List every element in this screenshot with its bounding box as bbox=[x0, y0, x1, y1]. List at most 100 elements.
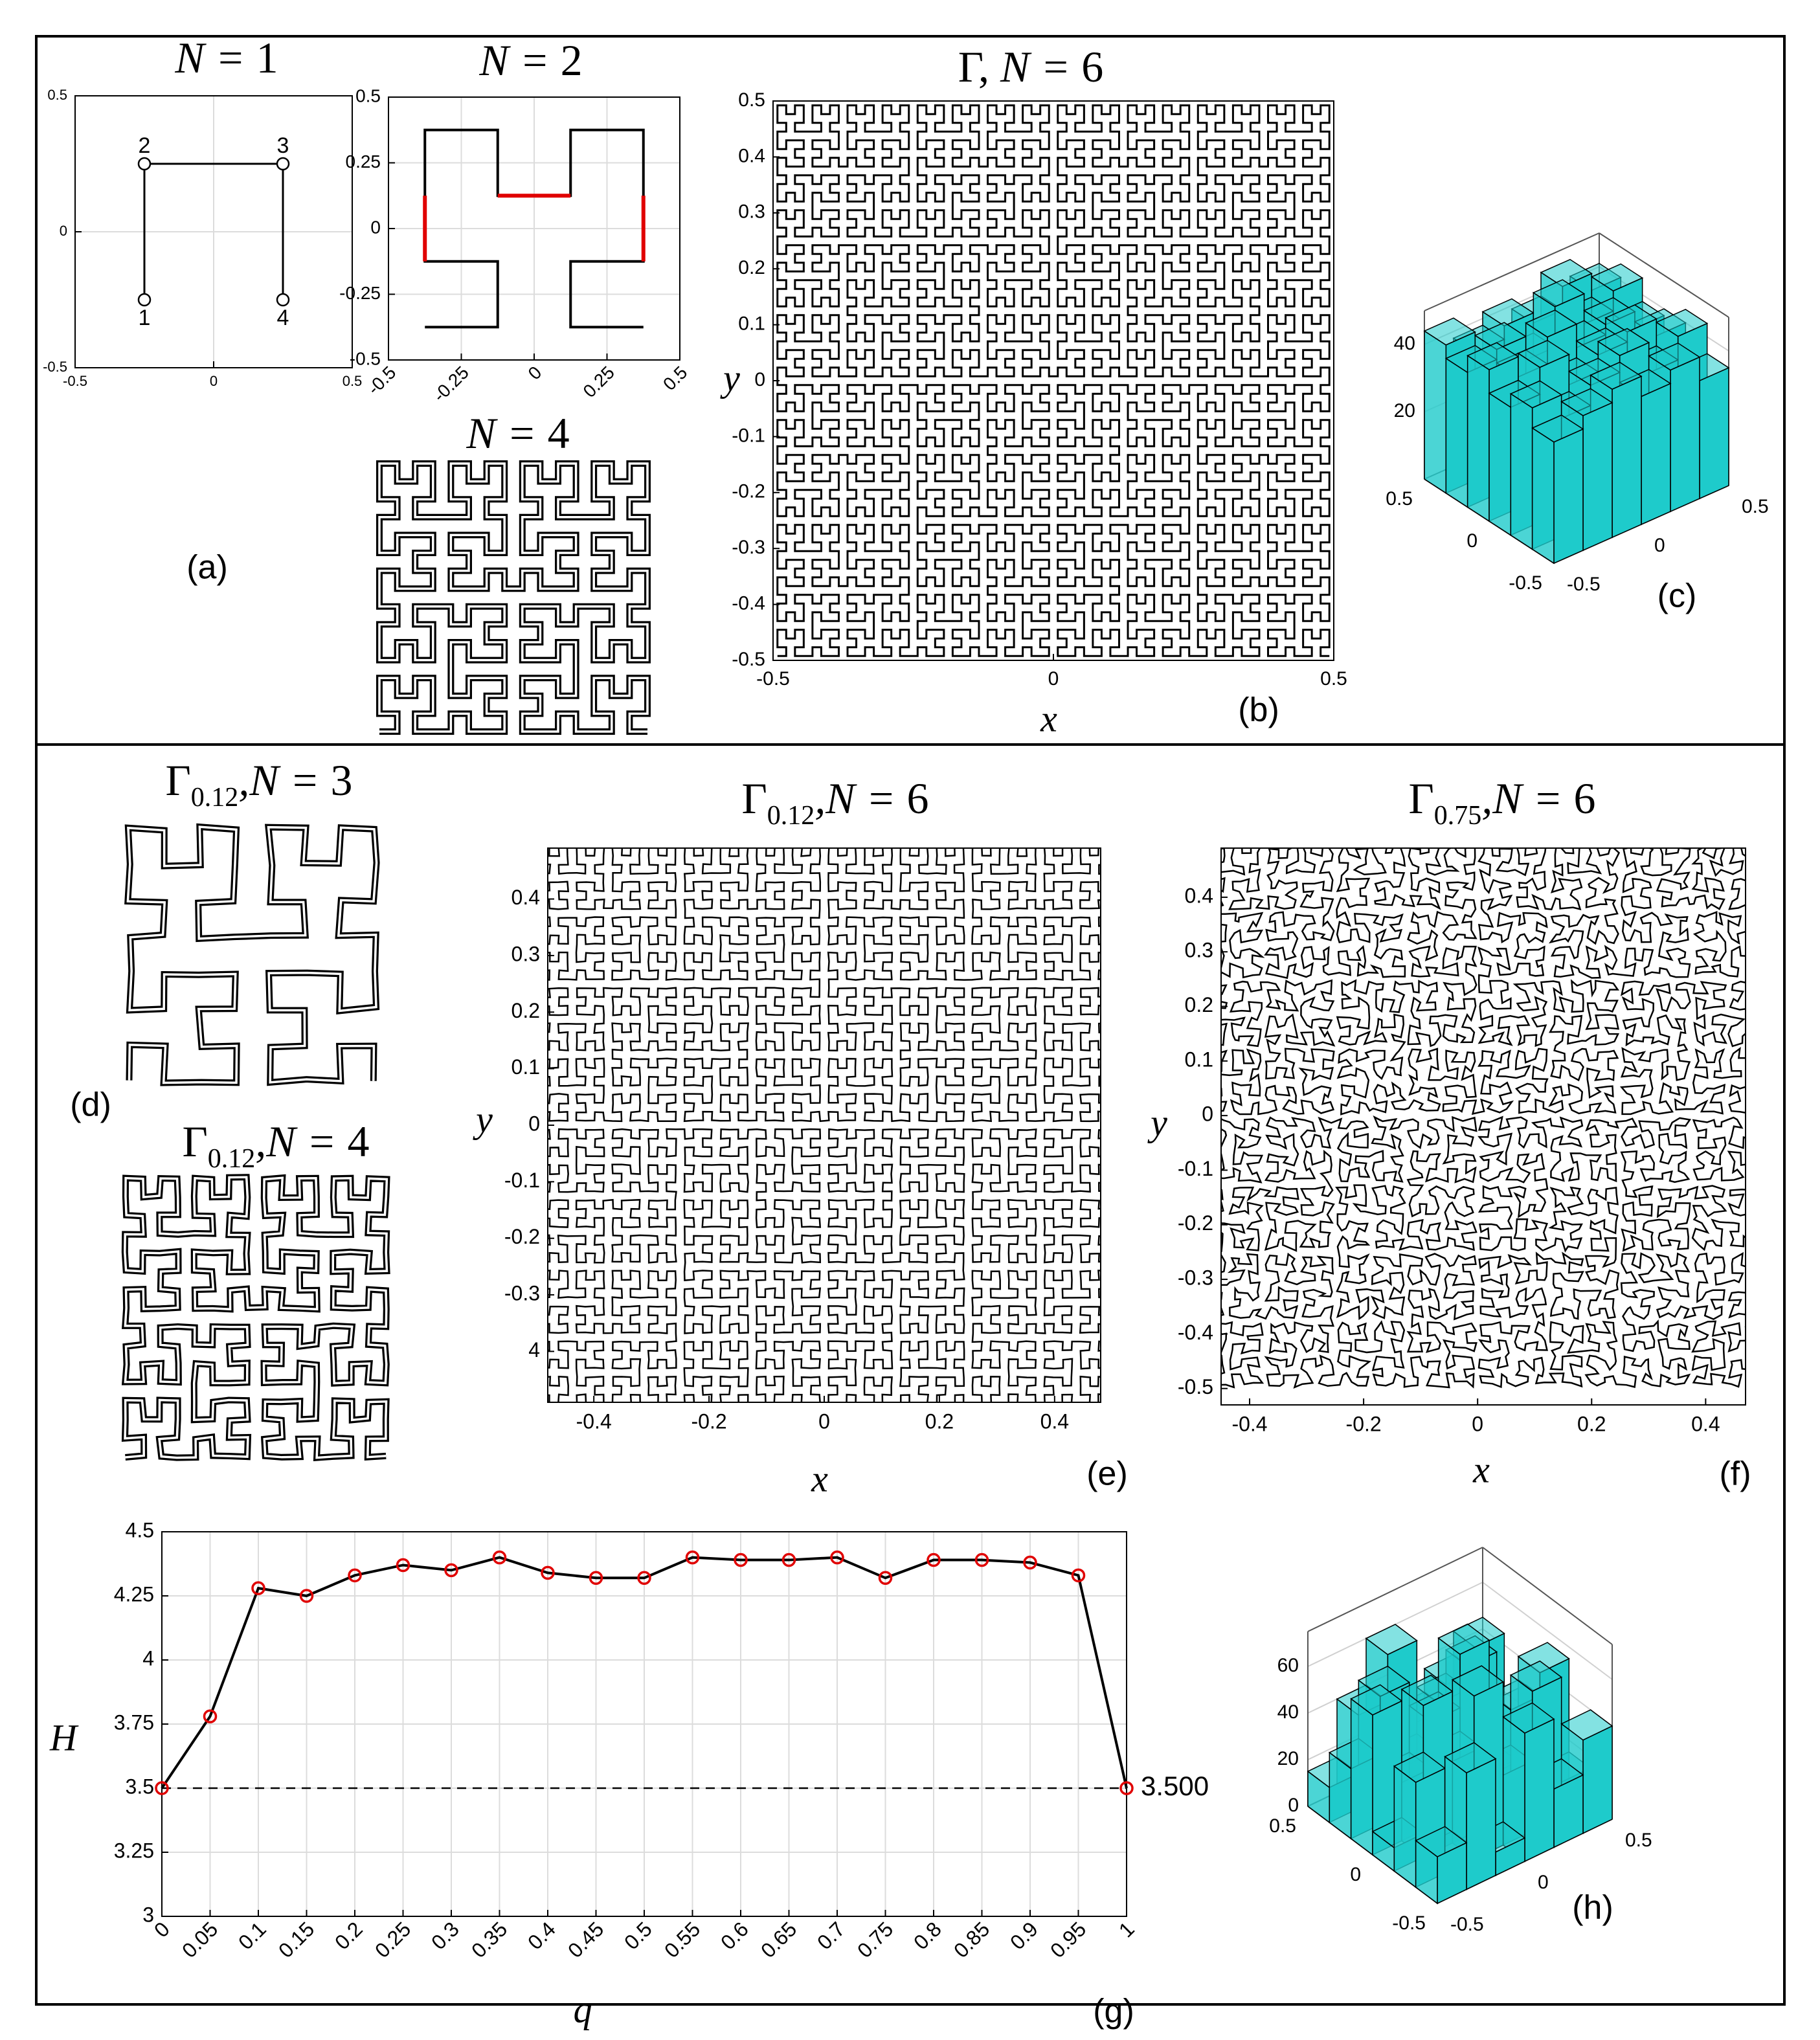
panel-title: Γ, N = 6 bbox=[958, 42, 1103, 91]
x-tick-label: 0.65 bbox=[756, 1917, 801, 1962]
title-order: 1 bbox=[256, 33, 278, 82]
x-axis-label: x bbox=[1040, 697, 1057, 739]
bar-side bbox=[1510, 392, 1533, 550]
axis-edge bbox=[1482, 1547, 1613, 1645]
marker bbox=[781, 1552, 796, 1567]
x-axis-label: q bbox=[574, 1988, 592, 2030]
bar-top bbox=[1597, 328, 1650, 356]
y-tick-label: -0.5 bbox=[1392, 1912, 1426, 1934]
bar-face bbox=[1612, 375, 1642, 539]
bar-top bbox=[1393, 1751, 1446, 1783]
x-tick-label: 0.85 bbox=[949, 1917, 994, 1962]
title-prefix: N = bbox=[466, 409, 547, 458]
title-prefix: N = bbox=[1000, 42, 1081, 91]
panel-label: (d) bbox=[70, 1086, 111, 1124]
title-prefix: ,N = bbox=[255, 1117, 347, 1166]
y-tick-label: 3.75 bbox=[114, 1710, 154, 1734]
marker bbox=[155, 1781, 169, 1795]
panel-label: (c) bbox=[1657, 577, 1697, 615]
y-tick-label: 0.2 bbox=[511, 999, 540, 1022]
x-tick-label: -0.5 bbox=[756, 668, 790, 689]
z-tick-label: 60 bbox=[1277, 1655, 1299, 1676]
bar-top bbox=[1451, 1665, 1505, 1697]
x-tick-label: 0.25 bbox=[370, 1917, 415, 1962]
panel-label: (f) bbox=[1719, 1455, 1751, 1493]
point bbox=[276, 157, 290, 171]
x-tick-label: 0.8 bbox=[909, 1917, 946, 1954]
x-tick-label: 0.4 bbox=[523, 1917, 560, 1954]
y-tick-label: -0.3 bbox=[732, 537, 765, 558]
bar-top bbox=[1509, 1660, 1563, 1692]
x-tick-label: -0.4 bbox=[576, 1409, 612, 1433]
z-tick-label: 40 bbox=[1277, 1701, 1299, 1723]
y-tick-label: 0.4 bbox=[1185, 884, 1213, 907]
y-tick-label: -0.4 bbox=[732, 593, 765, 614]
y-tick-label: 0.5 bbox=[1386, 488, 1413, 510]
bar bbox=[1415, 1826, 1468, 1905]
x-tick-label: 0 bbox=[1654, 535, 1665, 556]
bar-top bbox=[1525, 309, 1578, 338]
title-prefix: ,N = bbox=[238, 756, 330, 805]
panel-title: Γ0.12,N = 3 bbox=[165, 756, 352, 813]
panel-label: (a) bbox=[186, 549, 228, 587]
marker bbox=[203, 1709, 218, 1723]
x-tick-label: -0.5 bbox=[1450, 1914, 1484, 1935]
title-subscript: 0.75 bbox=[1434, 801, 1482, 831]
axes-frame bbox=[388, 96, 680, 361]
bar-top bbox=[1604, 304, 1657, 333]
bar-top bbox=[1509, 380, 1563, 409]
panel-title: N = 1 bbox=[174, 33, 278, 82]
bar-top bbox=[1444, 1742, 1497, 1774]
x-tick-label: 0 bbox=[1538, 1872, 1549, 1893]
x-tick-label: 0 bbox=[150, 1917, 174, 1942]
x-tick-label: 0.5 bbox=[659, 363, 691, 394]
bar-side bbox=[1445, 357, 1468, 508]
title-subscript: 0.12 bbox=[767, 801, 815, 831]
axis-edge bbox=[1424, 232, 1600, 311]
title-order: 6 bbox=[907, 774, 929, 823]
x-tick-label: 0.35 bbox=[467, 1917, 511, 1962]
panel-label: (g) bbox=[1093, 1993, 1134, 2030]
title-symbol: Γ bbox=[165, 756, 190, 805]
y-tick-label: -0.3 bbox=[504, 1281, 540, 1305]
panel-frame bbox=[35, 743, 1786, 2006]
bar-top bbox=[1423, 317, 1476, 346]
bar-face bbox=[1466, 1758, 1496, 1890]
x-tick-label: 0.5 bbox=[620, 1917, 657, 1954]
x-tick-label: 0.95 bbox=[1046, 1917, 1090, 1962]
x-tick-label: 0.6 bbox=[716, 1917, 753, 1954]
bar-top bbox=[1655, 309, 1709, 337]
marker bbox=[396, 1558, 410, 1573]
marker bbox=[927, 1552, 941, 1567]
x-tick-label: 0.5 bbox=[1320, 668, 1347, 689]
x-tick-label: 0.75 bbox=[853, 1917, 897, 1962]
z-tick-label: 0 bbox=[1288, 1795, 1299, 1816]
panel-label: (b) bbox=[1238, 691, 1279, 729]
marker bbox=[878, 1571, 893, 1586]
y-tick-label: -0.2 bbox=[1178, 1211, 1213, 1235]
y-tick-label: 0 bbox=[754, 369, 765, 390]
bar-top bbox=[1350, 1684, 1403, 1716]
x-tick-label: 0 bbox=[1472, 1412, 1483, 1435]
bar-top bbox=[1590, 263, 1644, 292]
y-axis-label: y bbox=[1147, 1101, 1167, 1143]
z-tick-label: 20 bbox=[1277, 1748, 1299, 1769]
x-tick-label: 0.5 bbox=[343, 373, 363, 389]
y-tick-label: -0.2 bbox=[732, 481, 765, 502]
hilbert-curve-inner bbox=[126, 825, 378, 1084]
y-tick-label: -0.5 bbox=[350, 348, 381, 368]
marker bbox=[492, 1550, 507, 1565]
y-axis-label: H bbox=[49, 1716, 79, 1758]
bar-top bbox=[1560, 1709, 1613, 1741]
y-tick-label: -0.1 bbox=[504, 1169, 540, 1192]
marker bbox=[974, 1552, 989, 1567]
bar-top bbox=[1415, 1826, 1468, 1857]
bar-side bbox=[1531, 427, 1555, 565]
title-symbol: Γ, bbox=[958, 42, 1000, 91]
y-axis-label: y bbox=[720, 357, 740, 399]
point-label: 4 bbox=[277, 306, 289, 330]
x-axis-label: x bbox=[811, 1457, 828, 1499]
bar-top bbox=[1590, 361, 1643, 390]
y-tick-label: 4 bbox=[142, 1646, 154, 1670]
bar-top bbox=[1560, 388, 1613, 416]
